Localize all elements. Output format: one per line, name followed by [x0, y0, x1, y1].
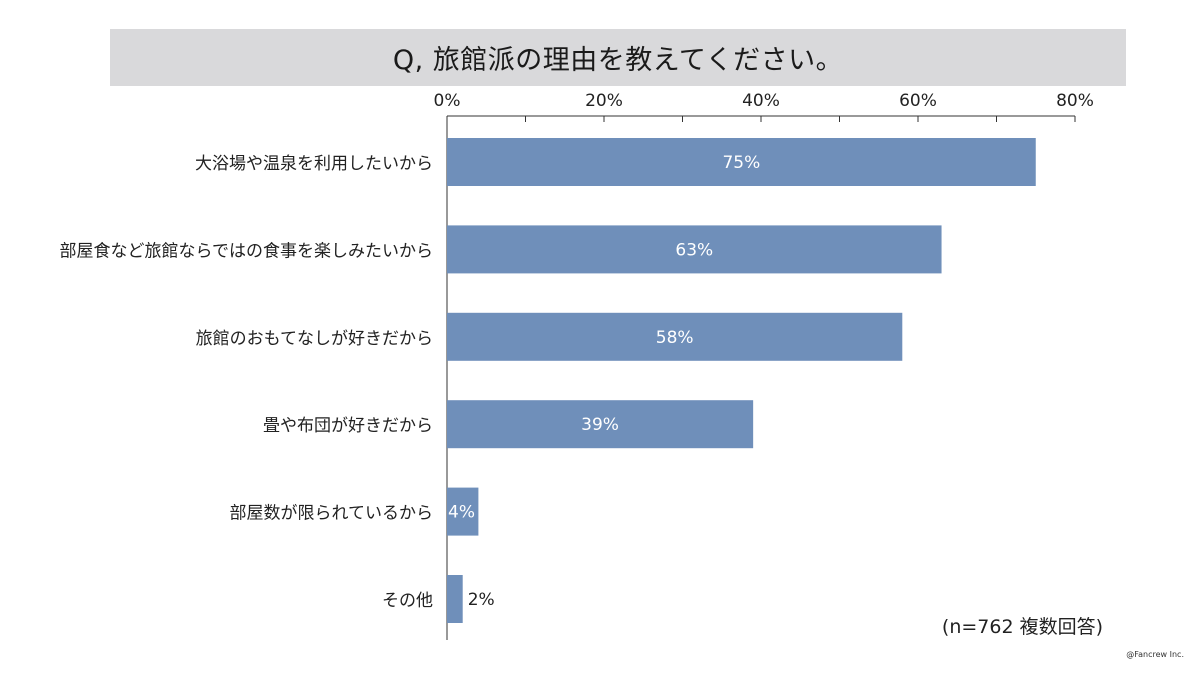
category-label: 部屋数が限られているから	[230, 504, 434, 524]
chart-title: Q, 旅館派の理由を教えてください。	[392, 45, 844, 76]
sample-note: (n=762 複数回答)	[941, 616, 1103, 638]
category-label: 旅館のおもてなしが好きだから	[196, 329, 433, 349]
x-tick-label: 40%	[742, 91, 780, 111]
data-label: 63%	[675, 240, 713, 260]
data-label: 2%	[468, 590, 495, 610]
bar	[447, 225, 942, 274]
x-tick-label: 20%	[585, 91, 623, 111]
data-label: 58%	[656, 328, 694, 348]
category-label: 大浴場や温泉を利用したいから	[195, 154, 433, 174]
bar	[447, 400, 754, 449]
bar	[447, 138, 1036, 186]
data-label: 75%	[722, 153, 760, 173]
x-tick-label: 60%	[899, 91, 937, 111]
data-label: 39%	[581, 415, 619, 435]
bar	[447, 487, 479, 536]
x-tick-label: 80%	[1056, 91, 1094, 111]
data-label: 4%	[448, 503, 475, 523]
title-band: Q, 旅館派の理由を教えてください。	[110, 29, 1126, 86]
bar	[447, 575, 463, 623]
x-tick-label: 0%	[434, 91, 461, 111]
bar	[447, 312, 903, 361]
category-label: 畳や布団が好きだから	[263, 416, 433, 436]
category-label: その他	[382, 591, 433, 611]
category-label: 部屋食など旅館ならではの食事を楽しみたいから	[60, 241, 434, 261]
copyright-text: @Fancrew Inc.	[1126, 650, 1184, 659]
